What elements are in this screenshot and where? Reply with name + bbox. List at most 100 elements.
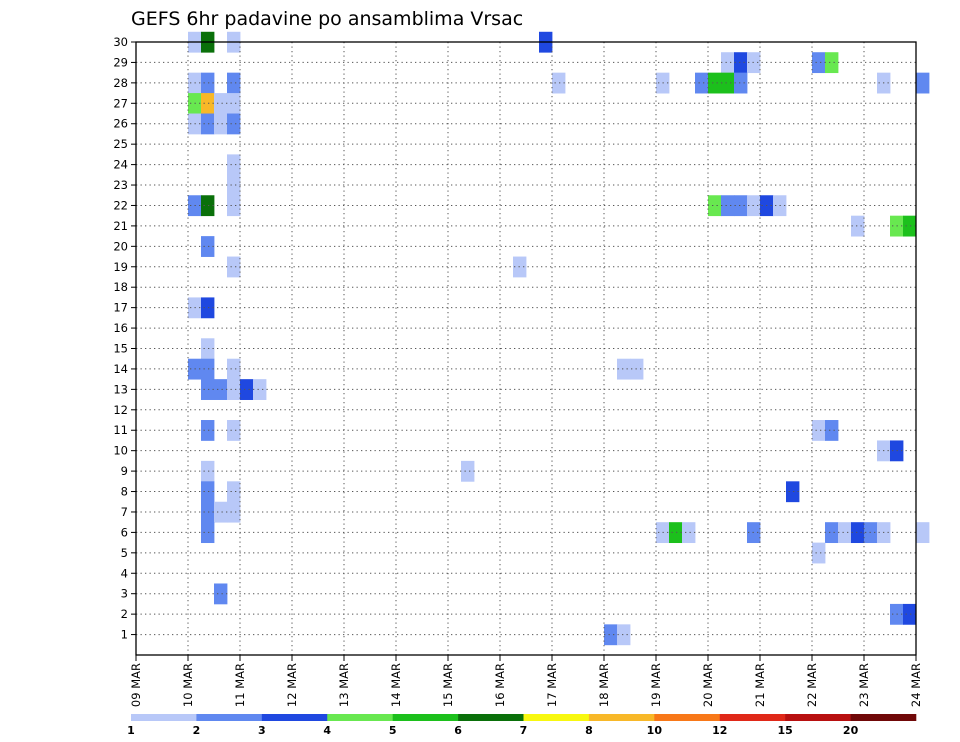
y-tick-label: 11 <box>113 423 128 437</box>
heatmap-cell <box>201 379 215 400</box>
heatmap-cell <box>214 93 228 114</box>
colorbar-label: 15 <box>778 724 793 737</box>
colorbar-label: 2 <box>193 724 201 737</box>
heatmap-cell <box>214 583 228 605</box>
y-tick-label: 6 <box>121 525 128 539</box>
heatmap-cell <box>786 481 800 503</box>
y-tick-label: 19 <box>113 260 128 274</box>
y-tick-label: 18 <box>113 280 128 294</box>
colorbar-label: 10 <box>647 724 663 737</box>
heatmap-cell <box>604 624 618 646</box>
heatmap-cell <box>201 420 215 441</box>
y-tick-label: 13 <box>113 382 128 396</box>
x-tick-label: 11 MAR <box>233 663 247 707</box>
colorbar-label: 4 <box>323 724 331 737</box>
heatmap-cell <box>214 501 228 523</box>
y-tick-label: 15 <box>113 342 128 356</box>
colorbar-swatch <box>131 714 197 721</box>
x-tick-label: 13 MAR <box>337 663 351 707</box>
grid-lines <box>136 41 916 655</box>
colorbar-swatch <box>850 714 917 721</box>
heatmap-cell <box>201 297 215 319</box>
heatmap-cell <box>695 72 709 94</box>
heatmap-cell <box>916 72 930 94</box>
y-tick-label: 25 <box>113 137 128 151</box>
heatmap-cell <box>812 52 826 74</box>
heatmap-cell <box>708 195 722 217</box>
colorbar-label: 3 <box>258 724 266 737</box>
y-tick-label: 20 <box>113 239 128 253</box>
heatmap-cell <box>227 195 241 217</box>
heatmap-cell <box>227 113 241 135</box>
heatmap-cell <box>214 113 228 135</box>
x-tick-label: 20 MAR <box>701 663 715 707</box>
heatmap-cells <box>188 31 930 646</box>
y-tick-label: 7 <box>121 505 128 519</box>
heatmap-cell <box>201 460 215 482</box>
heatmap-cell <box>838 522 852 544</box>
colorbar-swatch <box>719 714 786 721</box>
heatmap-cell <box>903 215 917 237</box>
heatmap-cell <box>201 358 215 380</box>
x-tick-label: 21 MAR <box>753 663 767 707</box>
y-tick-label: 9 <box>121 464 128 478</box>
colorbar-swatch <box>392 714 459 721</box>
colorbar-swatch <box>196 714 263 721</box>
heatmap-cell <box>617 358 631 380</box>
heatmap-cell <box>682 522 696 544</box>
heatmap-cell <box>734 52 748 74</box>
colorbar-swatch <box>588 714 655 721</box>
colorbar-swatch <box>654 714 721 721</box>
colorbar-label: 8 <box>585 724 593 737</box>
chart-title: GEFS 6hr padavine po ansamblima Vrsac <box>131 8 523 30</box>
heatmap-cell <box>812 420 826 441</box>
y-tick-label: 28 <box>113 76 128 90</box>
heatmap-cell <box>201 501 215 523</box>
heatmap-cell <box>825 420 839 441</box>
heatmap-cell <box>201 338 215 360</box>
heatmap-cell <box>851 215 865 237</box>
heatmap-cell <box>825 52 839 74</box>
heatmap-cell <box>669 522 683 544</box>
heatmap-cell <box>903 603 917 625</box>
colorbar-swatch <box>523 714 590 721</box>
heatmap-cell <box>708 72 722 94</box>
colorbar-swatch <box>458 714 524 721</box>
y-tick-label: 24 <box>113 158 128 172</box>
heatmap-cell <box>227 501 241 523</box>
heatmap-cell <box>240 379 254 400</box>
y-tick-label: 10 <box>113 444 128 458</box>
y-tick-label: 8 <box>121 485 128 499</box>
heatmap-cell <box>461 460 475 482</box>
x-tick-label: 09 MAR <box>129 663 143 707</box>
y-tick-label: 3 <box>121 587 128 601</box>
y-axis: 1234567891011121314151617181920212223242… <box>113 35 136 642</box>
heatmap-cell <box>214 379 228 400</box>
colorbar-label: 1 <box>127 724 135 737</box>
colorbar-legend: 1 2 3 4 5 6 7 8 10 12 15 20 <box>127 714 917 737</box>
x-axis: 09 MAR 10 MAR 11 MAR 12 MAR 13 MAR 14 MAR 15 M… <box>129 655 923 707</box>
colorbar-label: 5 <box>389 724 397 737</box>
heatmap-cell <box>227 420 241 441</box>
colorbar-label: 12 <box>712 724 727 737</box>
heatmap-cell <box>721 195 735 217</box>
heatmap-cell <box>201 195 215 217</box>
x-tick-label: 22 MAR <box>805 663 819 707</box>
heatmap-cell <box>227 358 241 380</box>
colorbar-swatch <box>785 714 851 721</box>
colorbar-label: 20 <box>843 724 859 737</box>
y-tick-label: 26 <box>113 117 128 131</box>
heatmap-cell <box>721 72 735 94</box>
heatmap-cell <box>734 72 748 94</box>
x-tick-label: 14 MAR <box>389 663 403 707</box>
y-tick-label: 4 <box>121 566 128 580</box>
y-tick-label: 1 <box>121 628 128 642</box>
x-tick-label: 18 MAR <box>597 663 611 707</box>
colorbar-label: 6 <box>454 724 462 737</box>
heatmap-cell <box>812 542 826 564</box>
y-tick-label: 2 <box>121 607 128 621</box>
heatmap-cell <box>227 93 241 114</box>
heatmap-cell <box>227 481 241 503</box>
x-tick-label: 12 MAR <box>285 663 299 707</box>
colorbar-swatch <box>261 714 328 721</box>
